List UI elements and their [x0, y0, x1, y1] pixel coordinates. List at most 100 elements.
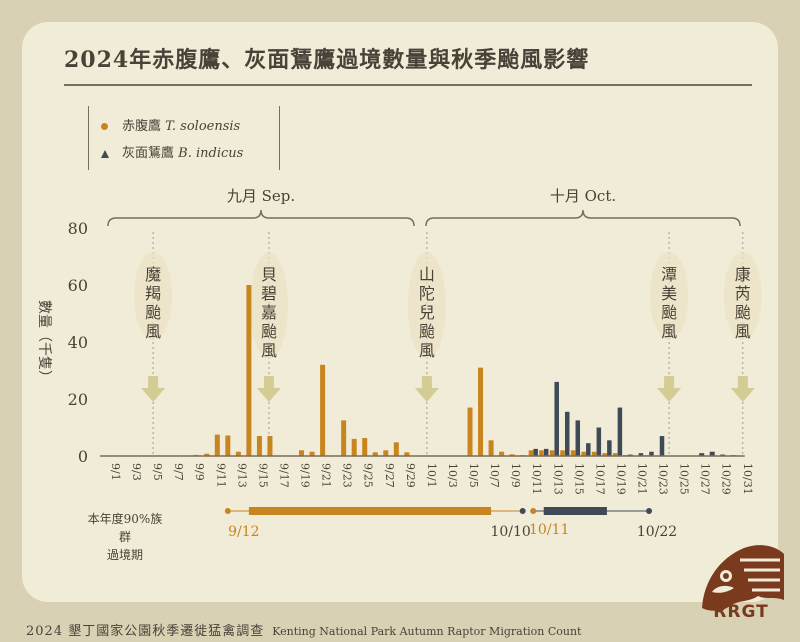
x-tick-label: 10/21 [636, 463, 649, 495]
x-tick-label: 10/31 [741, 463, 754, 495]
x-tick-label: 9/9 [193, 463, 206, 481]
bar-series2 [659, 436, 665, 456]
typhoon-arrow-icon [657, 376, 682, 402]
month-label-oct: 十月 Oct. [550, 187, 616, 205]
legend-item-series1: 赤腹鷹 T. soloensis [101, 115, 240, 134]
bar-series1 [267, 436, 273, 456]
typhoon-swirl-icon [407, 252, 446, 359]
month-label-sep: 九月 Sep. [227, 187, 295, 205]
x-tick-label: 9/5 [151, 463, 164, 481]
bar-series1 [602, 453, 607, 456]
series1-marker-icon [101, 123, 108, 130]
y-tick-label: 80 [68, 219, 88, 238]
x-tick-label: 10/29 [720, 463, 733, 495]
brace-oct [425, 209, 741, 227]
legend-series2-zh: 灰面鵟鷹 [122, 146, 175, 161]
x-tick-label: 10/17 [593, 463, 606, 495]
x-tick-label: 9/13 [235, 463, 248, 488]
bar-series1 [528, 450, 534, 456]
period-series1-start-dot [224, 508, 231, 514]
typhoon-label: 颱 [419, 322, 435, 341]
chart-title: 2024年赤腹鷹、灰面鵟鷹過境數量與秋季颱風影響 [64, 47, 590, 73]
x-tick-label: 9/25 [362, 463, 375, 488]
x-tick-label: 9/21 [320, 463, 333, 488]
typhoon-label: 羯 [145, 284, 161, 303]
footer-zh: 2024 墾丁國家公園秋季遷徙猛禽調查 [26, 624, 265, 639]
bar-series2 [554, 381, 559, 456]
period-series1-core [248, 507, 492, 515]
legend-item-series2: 灰面鵟鷹 B. indicus [101, 142, 243, 161]
typhoon-swirl-icon [134, 252, 173, 340]
period-date-s1-start: 9/12 [228, 524, 259, 540]
bar-series1 [362, 438, 368, 456]
typhoon-label: 風 [419, 341, 435, 360]
bar-series1 [467, 407, 473, 456]
bar-series1 [341, 420, 347, 456]
bar-series1 [351, 438, 357, 456]
x-tick-label: 10/19 [614, 463, 627, 495]
typhoon-label: 風 [735, 322, 751, 341]
migration-period-label: 本年度90%族群 過境期 [82, 510, 168, 564]
typhoon-swirl-icon [249, 252, 288, 359]
period-series2-start-dot [530, 508, 537, 514]
bar-series1 [309, 451, 315, 456]
x-tick-label: 10/15 [572, 463, 585, 495]
x-tick-label: 9/19 [299, 463, 312, 488]
x-tick-label: 10/9 [509, 463, 522, 488]
bar-series1 [320, 364, 326, 456]
typhoon-label: 颱 [735, 303, 751, 322]
typhoon-swirl-icon [650, 252, 689, 340]
logo-text: RRGT [713, 602, 769, 622]
period-series1-end-dot [519, 508, 526, 514]
period-date-s2-end: 10/22 [637, 524, 677, 540]
x-tick-label: 9/1 [109, 463, 122, 481]
footer: 2024 墾丁國家公園秋季遷徙猛禽調查 Kenting National Park… [26, 620, 581, 639]
bar-series1 [581, 451, 586, 456]
bar-series2 [617, 407, 623, 456]
legend-series1-sci: T. soloensis [165, 119, 241, 134]
legend-series2-sci: B. indicus [178, 146, 244, 161]
bar-series2 [543, 448, 549, 456]
bar-series1 [246, 285, 252, 456]
x-tick-label: 10/5 [467, 463, 480, 488]
x-tick-label: 9/29 [404, 463, 417, 488]
typhoon-label: 芮 [735, 284, 751, 303]
y-tick-label: 20 [68, 390, 88, 409]
bar-series1 [235, 451, 241, 456]
x-tick-label: 10/25 [678, 463, 691, 495]
typhoon-label: 風 [661, 322, 677, 341]
bar-series1 [372, 452, 378, 456]
typhoon-label: 潭 [661, 265, 677, 284]
bar-series1 [393, 442, 399, 456]
legend: 赤腹鷹 T. soloensis 灰面鵟鷹 B. indicus [88, 106, 280, 170]
bar-series1 [204, 453, 210, 456]
typhoon-label: 兒 [419, 303, 435, 322]
x-tick-label: 10/7 [488, 463, 501, 488]
bar-series2 [649, 451, 654, 456]
footer-en: Kenting National Park Autumn Raptor Migr… [272, 625, 582, 638]
period-series2-end-dot [646, 508, 653, 514]
x-tick-label: 9/11 [214, 463, 227, 488]
bar-series1 [225, 435, 231, 456]
typhoon-label: 颱 [145, 303, 161, 322]
x-tick-label: 9/7 [172, 463, 185, 481]
x-tick-label: 10/13 [551, 463, 564, 495]
x-tick-label: 10/3 [446, 463, 459, 488]
x-tick-label: 10/11 [530, 463, 543, 495]
bar-series1 [509, 454, 515, 456]
y-tick-label: 40 [68, 333, 88, 352]
bar-series1 [591, 451, 597, 456]
bar-series1 [299, 450, 305, 456]
bar-series1 [383, 450, 389, 456]
bar-series2 [596, 427, 602, 456]
bar-series2 [564, 411, 570, 456]
typhoon-label: 風 [261, 341, 277, 360]
period-series2-core [543, 507, 607, 515]
typhoon-label: 颱 [261, 322, 277, 341]
x-tick-label: 9/15 [256, 463, 269, 488]
bar-series1 [499, 451, 505, 456]
series2-marker-icon [101, 149, 109, 158]
typhoon-label: 山 [419, 265, 435, 284]
y-tick-label: 60 [68, 276, 88, 295]
